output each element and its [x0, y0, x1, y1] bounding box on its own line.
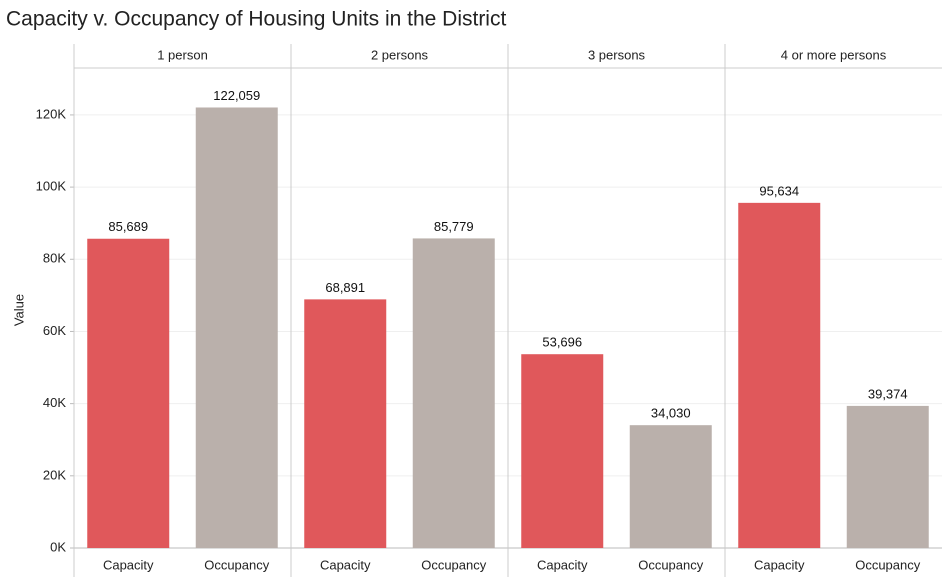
- y-tick-label: 60K: [43, 323, 66, 338]
- value-label: 34,030: [651, 406, 691, 421]
- x-tick-label: Occupancy: [638, 557, 704, 572]
- panel-header: 1 person: [157, 47, 208, 62]
- y-tick-label: 20K: [43, 467, 66, 482]
- x-tick-label: Capacity: [320, 557, 371, 572]
- x-tick-label: Capacity: [754, 557, 805, 572]
- value-label: 85,689: [108, 219, 148, 234]
- value-label: 53,696: [542, 335, 582, 350]
- y-tick-label: 120K: [36, 106, 67, 121]
- value-label: 68,891: [325, 280, 365, 295]
- y-tick-label: 40K: [43, 395, 66, 410]
- panel-header: 3 persons: [588, 47, 646, 62]
- bar: [846, 405, 929, 548]
- y-tick-label: 0K: [50, 539, 66, 554]
- x-tick-label: Capacity: [103, 557, 154, 572]
- x-tick-label: Capacity: [537, 557, 588, 572]
- panel-header: 4 or more persons: [781, 47, 887, 62]
- value-label: 85,779: [434, 219, 474, 234]
- bar: [87, 238, 170, 548]
- x-tick-label: Occupancy: [421, 557, 487, 572]
- bar: [195, 107, 278, 548]
- bar: [738, 202, 821, 548]
- x-tick-label: Occupancy: [855, 557, 921, 572]
- y-tick-label: 100K: [36, 179, 67, 194]
- bar: [521, 354, 604, 548]
- value-label: 122,059: [213, 88, 260, 103]
- x-tick-label: Occupancy: [204, 557, 270, 572]
- value-label: 39,374: [868, 386, 908, 401]
- y-tick-label: 80K: [43, 251, 66, 266]
- chart-title: Capacity v. Occupancy of Housing Units i…: [6, 8, 506, 31]
- panel-header: 2 persons: [371, 47, 429, 62]
- bar: [629, 425, 712, 548]
- y-axis-label: Value: [11, 294, 26, 326]
- bar: [304, 299, 387, 548]
- value-label: 95,634: [759, 183, 799, 198]
- bar: [412, 238, 495, 548]
